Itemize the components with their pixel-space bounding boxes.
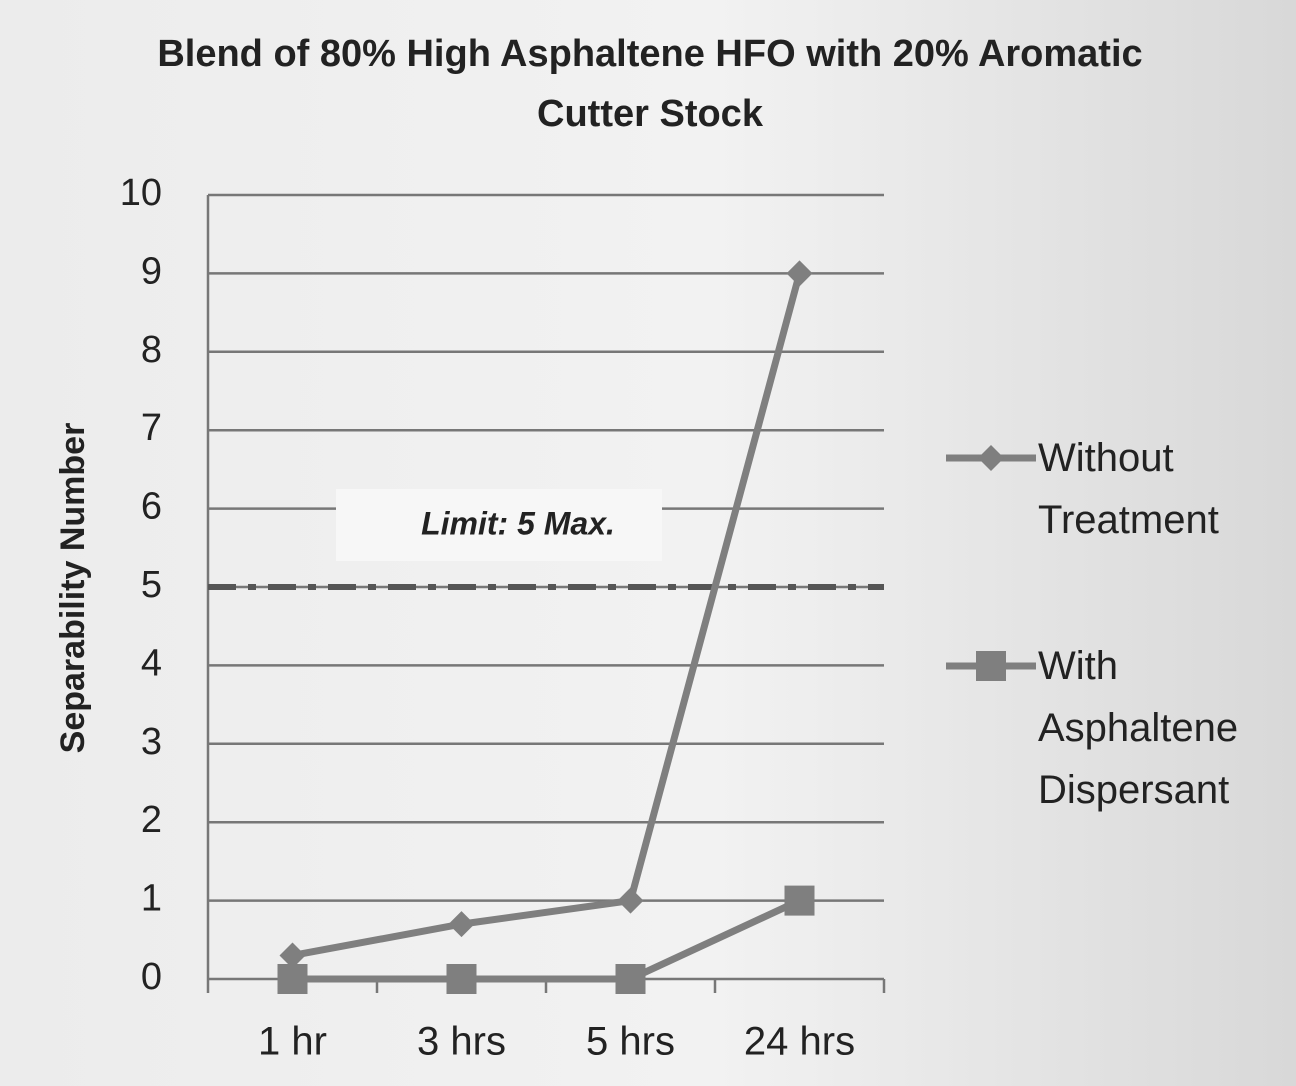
y-tick-label: 3 (141, 721, 162, 763)
y-tick-label: 6 (141, 486, 162, 528)
point (448, 911, 475, 938)
y-tick-label: 2 (141, 799, 162, 841)
y-tick-label: 7 (141, 407, 162, 449)
legend-swatch-marker (978, 445, 1004, 471)
point (446, 964, 477, 994)
point (615, 964, 646, 994)
point (784, 885, 815, 916)
series-line (292, 897, 801, 983)
point (786, 260, 813, 287)
y-tick-label: 4 (141, 642, 162, 684)
annotation: Limit: 5 Max. (421, 505, 615, 541)
point (279, 942, 306, 969)
x-tick-label: 3 hrs (417, 1020, 506, 1064)
y-tick-label: 9 (141, 250, 162, 292)
annotation-box (336, 489, 662, 561)
chart-title: Blend of 80% High Asphaltene HFO with 20… (157, 33, 1143, 135)
legend-label: With Asphaltene Dispersant (1038, 644, 1239, 812)
legend-swatch-marker (976, 651, 1006, 681)
x-tick-label: 1 hr (258, 1020, 327, 1064)
y-tick-label: 1 (141, 878, 162, 920)
point (617, 887, 644, 914)
series-line (291, 272, 803, 959)
y-tick-label: 0 (141, 956, 162, 998)
y-tick-label: 5 (141, 564, 162, 606)
y-tick-label: 8 (141, 329, 162, 371)
x-tick-label: 5 hrs (586, 1020, 675, 1064)
y-tick-label: 10 (120, 172, 162, 214)
legend-label: Without Treatment (1038, 436, 1219, 542)
x-tick-label: 24 hrs (744, 1020, 855, 1064)
y-axis-label: Separability Number (54, 423, 92, 754)
point (277, 964, 308, 994)
